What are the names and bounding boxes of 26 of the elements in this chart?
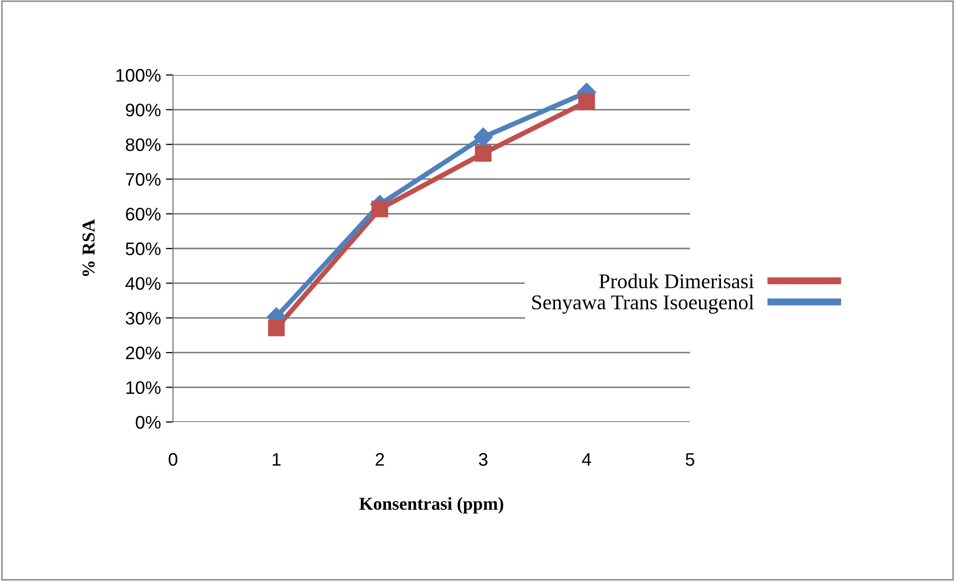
y-tick-label: 90% (126, 104, 161, 116)
x-tick-label: 5 (686, 453, 694, 466)
y-tick-label: 0% (136, 416, 161, 429)
y-tick-label: 10% (126, 381, 161, 394)
x-tick-label: 1 (272, 453, 281, 466)
y-tick-label: 70% (126, 173, 161, 186)
y-tick-label: 50% (126, 242, 161, 256)
legend-label: Produk Dimerisasi (599, 274, 754, 288)
y-tick-label: 30% (126, 312, 161, 325)
legend-label: Senyawa Trans Isoeugenol (532, 294, 754, 314)
point (578, 93, 595, 110)
x-tick-label: 0 (168, 453, 178, 466)
y-tick-label: 20% (126, 346, 161, 360)
y-tick-label: 100% (116, 68, 161, 82)
point (371, 200, 388, 218)
x-tick-label: 4 (582, 453, 592, 466)
point (268, 320, 285, 336)
x-tick-label: 2 (376, 453, 384, 466)
y-tick-label: 40% (125, 277, 161, 290)
y-axis-title: % RSA (82, 219, 95, 276)
x-axis-title: Konsentrasi (ppm) (359, 497, 504, 514)
y-tick-label: 60% (126, 208, 161, 221)
point (474, 128, 493, 147)
point (474, 145, 492, 162)
y-tick-label: 80% (126, 138, 161, 152)
x-tick-label: 3 (478, 453, 488, 466)
